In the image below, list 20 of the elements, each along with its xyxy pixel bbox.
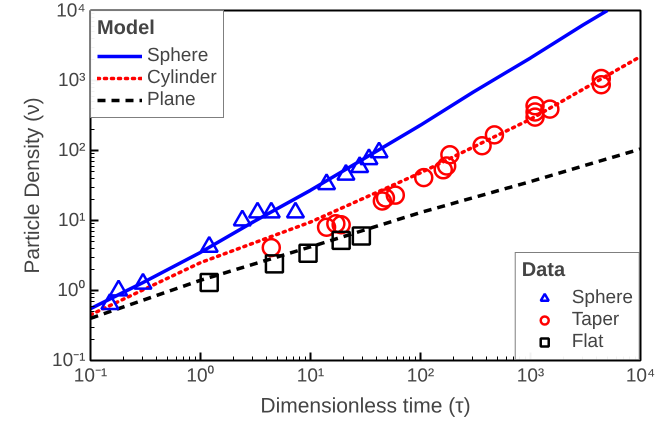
legend-label: Taper bbox=[572, 309, 620, 331]
x-tick-label: 10³ bbox=[516, 366, 544, 386]
text: Model bbox=[97, 17, 155, 39]
y-tick-label: 10⁴ bbox=[56, 0, 86, 22]
x-tick-label: 10⁴ bbox=[626, 366, 656, 386]
y-axis-title: Particle Density (ν) bbox=[21, 97, 44, 274]
x-tick-label: 10¹ bbox=[296, 366, 324, 386]
x-tick-label: 10² bbox=[406, 366, 434, 386]
legend-label: Sphere bbox=[147, 45, 208, 67]
y-tick-label: 10¹ bbox=[58, 210, 86, 231]
y-tick-label: 10⁰ bbox=[57, 279, 86, 301]
y-tick-label: 10² bbox=[58, 140, 86, 161]
legend-label: Cylinder bbox=[147, 67, 217, 89]
x-tick-label: 10⁰ bbox=[186, 364, 215, 386]
text: Data bbox=[522, 259, 566, 281]
y-tick-label: 10³ bbox=[58, 70, 86, 91]
legend-label: Plane bbox=[147, 89, 196, 111]
x-axis-title: Dimensionless time (τ) bbox=[260, 394, 471, 418]
legend-label: Flat bbox=[572, 331, 604, 353]
legend-label: Sphere bbox=[572, 287, 633, 309]
